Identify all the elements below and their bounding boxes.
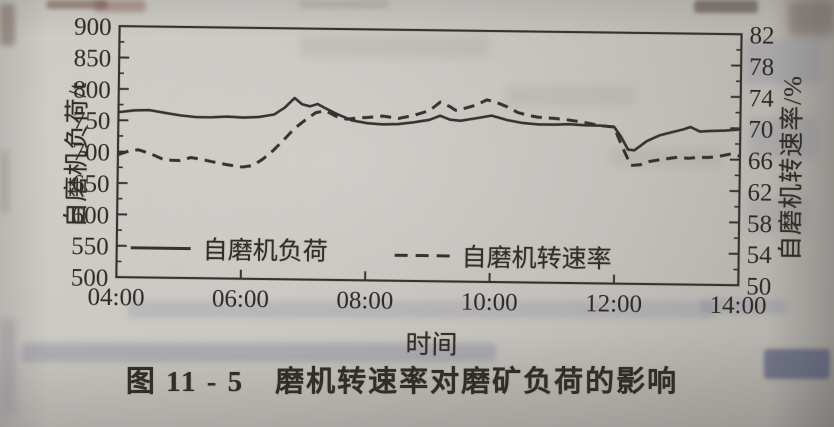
y-right-tick-label: 66 <box>748 148 773 175</box>
x-tick-label: 12:00 <box>585 290 642 318</box>
y-left-tick-label: 900 <box>74 14 112 41</box>
photo-smudge <box>298 0 390 8</box>
y-right-tick-label: 58 <box>747 211 772 238</box>
figure-caption: 图 11 - 5 磨机转速率对磨矿负荷的影响 <box>125 366 679 398</box>
y-left-tick-label: 750 <box>73 108 111 135</box>
photo-smudge <box>694 0 758 13</box>
x-tick-label: 04:00 <box>87 284 144 312</box>
bleedthrough-mark <box>744 38 822 84</box>
y-right-tick-label: 74 <box>749 85 775 112</box>
y-left-tick-label: 700 <box>72 139 110 166</box>
photo-smudge <box>0 150 9 214</box>
series-line-speed-rate <box>117 98 741 169</box>
y-left-tick-label: 800 <box>73 76 111 103</box>
x-axis-label: 时间 <box>405 329 458 360</box>
y-right-tick-label: 62 <box>747 179 772 206</box>
y-left-tick-label: 550 <box>71 233 109 260</box>
y-left-tick-label: 500 <box>71 264 109 291</box>
legend-item-mill-load: 自磨机负荷 <box>130 229 328 268</box>
y-left-tick-label: 850 <box>74 45 112 72</box>
x-tick-label: 06:00 <box>212 285 269 313</box>
chart-svg: 900 850 800 750 700 650 600 550 500 82 78 74 70 66 62 5… <box>71 14 775 320</box>
bleedthrough-mark <box>700 299 786 314</box>
y-right-tick-label: 50 <box>746 273 771 300</box>
x-tick-label: 10:00 <box>461 289 518 317</box>
series-line-mill-load <box>118 96 741 152</box>
legend-label-speed-rate: 自磨机转速率 <box>461 244 612 274</box>
y-right-tick-label: 78 <box>749 54 774 81</box>
x-tick-label: 08:00 <box>336 287 393 315</box>
photo-smudge <box>0 318 16 416</box>
legend-item-speed-rate: 自磨机转速率 <box>394 237 612 276</box>
bleedthrough-mark <box>750 118 818 158</box>
y-right-tick-label: 54 <box>746 242 772 269</box>
legend-solid-line-sample <box>130 245 191 250</box>
bleedthrough-mark <box>300 36 490 58</box>
bleedthrough-mark <box>610 148 720 166</box>
photo-smudge <box>788 0 834 36</box>
bleedthrough-mark <box>128 301 714 318</box>
x-tick-label: 14:00 <box>709 292 766 320</box>
legend-dashed-line-sample <box>394 253 450 257</box>
bleedthrough-mark <box>748 198 808 232</box>
y-axis-label-right: 自磨机转速率/% <box>777 74 808 261</box>
y-right-tick-label: 70 <box>748 116 773 143</box>
bleedthrough-mark <box>22 343 496 362</box>
bleedthrough-mark <box>505 86 635 106</box>
y-right-tick-label: 82 <box>749 22 774 49</box>
photo-smudge <box>46 0 108 9</box>
y-axis-label-left: 自磨机负荷/t <box>62 81 92 228</box>
photo-smudge <box>0 4 15 46</box>
legend-label-mill-load: 自磨机负荷 <box>202 237 328 266</box>
bleedthrough-mark <box>764 349 830 379</box>
y-left-tick-label: 600 <box>71 202 109 229</box>
y-left-tick-label: 650 <box>72 170 110 197</box>
photo-smudge <box>94 0 146 12</box>
